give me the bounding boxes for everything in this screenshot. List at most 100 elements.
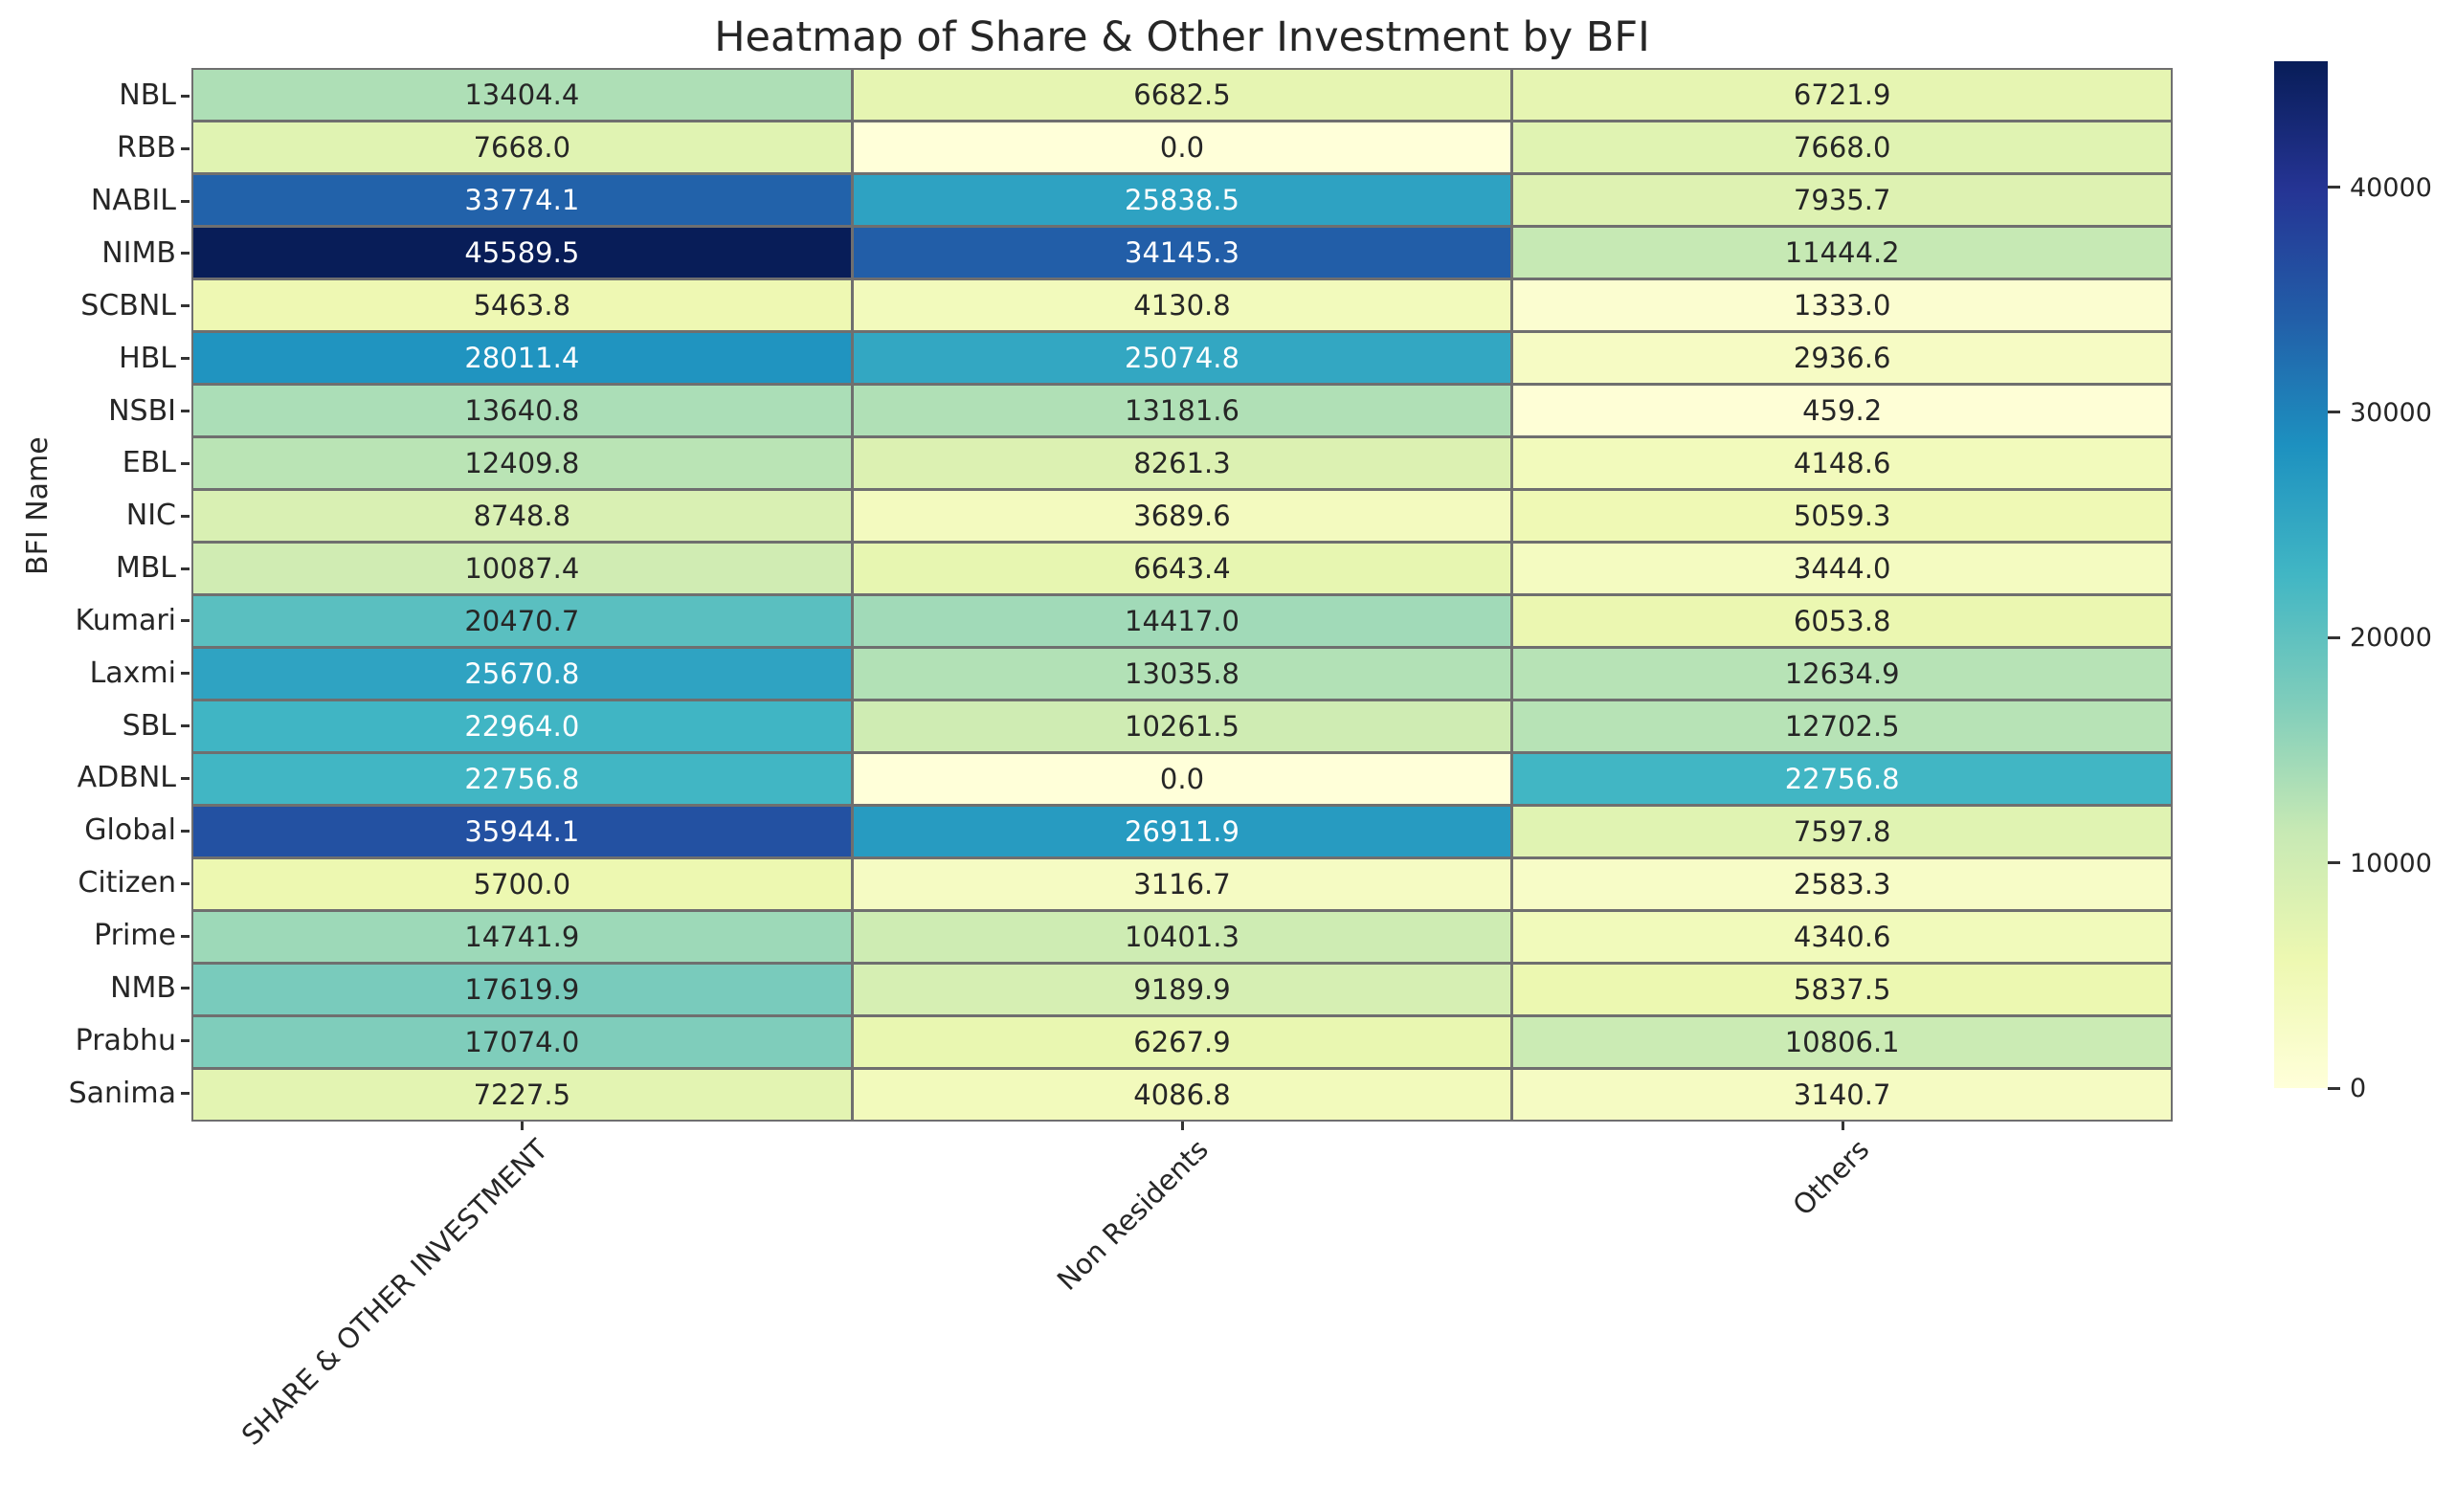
y-tick-label: RBB [116, 131, 176, 166]
cell-value: 3689.6 [1133, 499, 1231, 532]
cell-value: 34145.3 [1125, 235, 1239, 269]
cell-value: 12634.9 [1784, 656, 1900, 690]
y-tick-label: SBL [122, 708, 176, 743]
cell-value: 4340.6 [1793, 920, 1891, 953]
cell-value: 7668.0 [473, 130, 571, 164]
cell-value: 5463.8 [473, 288, 571, 322]
cell-value: 14741.9 [464, 920, 580, 953]
y-tick-mark [181, 776, 190, 780]
heatmap-cell: 20470.7 [193, 596, 851, 646]
heatmap-cell: 5700.0 [193, 859, 851, 909]
y-tick-mark [181, 199, 190, 203]
y-tick-label: MBL [115, 551, 176, 586]
heatmap-cell: 7668.0 [193, 122, 851, 172]
heatmap-cell: 10261.5 [853, 701, 1511, 751]
cell-value: 0.0 [1159, 762, 1205, 795]
colorbar [2274, 61, 2328, 1088]
cell-value: 8748.8 [473, 499, 571, 532]
heatmap-cell: 22756.8 [193, 754, 851, 804]
heatmap-cell: 25670.8 [193, 649, 851, 699]
heatmap-cell: 17074.0 [193, 1017, 851, 1067]
y-tick-label: Global [84, 813, 176, 848]
y-tick-mark [181, 94, 190, 98]
x-tick-label: Others [1785, 1132, 1875, 1222]
heatmap-cell: 7227.5 [193, 1070, 851, 1120]
heatmap-cell: 8261.3 [853, 438, 1511, 488]
y-tick-mark [181, 146, 190, 150]
heatmap-cell: 2936.6 [1513, 333, 2171, 383]
heatmap-cell: 28011.4 [193, 333, 851, 383]
cell-value: 25670.8 [464, 656, 580, 690]
cell-value: 2936.6 [1793, 341, 1891, 374]
heatmap-cell: 17619.9 [193, 965, 851, 1014]
cell-value: 26911.9 [1125, 814, 1239, 848]
x-tick-mark [520, 1122, 524, 1130]
chart-title: Heatmap of Share & Other Investment by B… [714, 13, 1650, 61]
cell-value: 35944.1 [464, 814, 580, 848]
colorbar-tick-label: 40000 [2350, 172, 2432, 203]
heatmap-cell: 35944.1 [193, 807, 851, 856]
y-tick-label: ADBNL [77, 761, 176, 795]
cell-value: 17074.0 [464, 1025, 580, 1058]
heatmap-cell: 10087.4 [193, 544, 851, 593]
colorbar-tick-label: 0 [2350, 1074, 2367, 1103]
cell-value: 10087.4 [464, 551, 580, 585]
cell-value: 10806.1 [1784, 1025, 1900, 1058]
cell-value: 8261.3 [1133, 446, 1231, 479]
cell-value: 10261.5 [1125, 709, 1239, 743]
cell-value: 13181.6 [1125, 393, 1239, 427]
heatmap-cell: 459.2 [1513, 386, 2171, 435]
cell-value: 459.2 [1802, 393, 1883, 427]
colorbar-tick-mark [2328, 411, 2340, 414]
cell-value: 1333.0 [1793, 288, 1891, 322]
heatmap-cell: 14417.0 [853, 596, 1511, 646]
heatmap-cell: 12634.9 [1513, 649, 2171, 699]
cell-value: 3444.0 [1793, 551, 1891, 585]
cell-value: 45589.5 [464, 235, 580, 269]
colorbar-tick-label: 30000 [2350, 397, 2432, 428]
y-tick-mark [181, 357, 190, 361]
colorbar-tick-label: 20000 [2350, 623, 2432, 654]
heatmap-cell: 13640.8 [193, 386, 851, 435]
cell-value: 5837.5 [1793, 972, 1891, 1006]
cell-value: 7668.0 [1793, 130, 1891, 164]
cell-value: 25838.5 [1125, 183, 1239, 216]
heatmap-cell: 4086.8 [853, 1070, 1511, 1120]
cell-value: 20470.7 [464, 604, 580, 637]
cell-value: 6267.9 [1133, 1025, 1231, 1058]
cell-value: 11444.2 [1784, 235, 1900, 269]
cell-value: 33774.1 [464, 183, 580, 216]
heatmap-cell: 6721.9 [1513, 70, 2171, 120]
heatmap-cell: 14741.9 [193, 912, 851, 962]
y-tick-mark [181, 829, 190, 833]
heatmap-cell: 6267.9 [853, 1017, 1511, 1067]
cell-value: 22756.8 [1784, 762, 1900, 795]
y-tick-label: SCBNL [80, 288, 176, 322]
cell-value: 25074.8 [1125, 341, 1239, 374]
cell-value: 3116.7 [1133, 867, 1231, 901]
cell-value: 7597.8 [1793, 814, 1891, 848]
y-tick-label: NIMB [101, 235, 176, 270]
cell-value: 5059.3 [1793, 499, 1891, 532]
y-tick-label: NIC [125, 499, 176, 533]
y-tick-mark [181, 934, 190, 938]
heatmap-cell: 12702.5 [1513, 701, 2171, 751]
cell-value: 13640.8 [464, 393, 580, 427]
heatmap-cell: 34145.3 [853, 228, 1511, 278]
colorbar-tick-label: 10000 [2350, 848, 2432, 878]
cell-value: 6643.4 [1133, 551, 1231, 585]
heatmap-cell: 3116.7 [853, 859, 1511, 909]
heatmap-cell: 3444.0 [1513, 544, 2171, 593]
y-tick-mark [181, 1039, 190, 1043]
cell-value: 6053.8 [1793, 604, 1891, 637]
heatmap-grid: 13404.4 6682.5 6721.9 7668.0 0.0 7668.0 33774.… [191, 68, 2173, 1122]
cell-value: 22964.0 [464, 709, 580, 743]
y-tick-label: Sanima [68, 1076, 176, 1110]
y-tick-mark [181, 672, 190, 676]
heatmap-cell: 11444.2 [1513, 228, 2171, 278]
heatmap-cell: 22964.0 [193, 701, 851, 751]
cell-value: 4130.8 [1133, 288, 1231, 322]
cell-value: 6682.5 [1133, 78, 1231, 111]
x-tick-mark [1180, 1122, 1184, 1130]
y-tick-mark [181, 304, 190, 308]
